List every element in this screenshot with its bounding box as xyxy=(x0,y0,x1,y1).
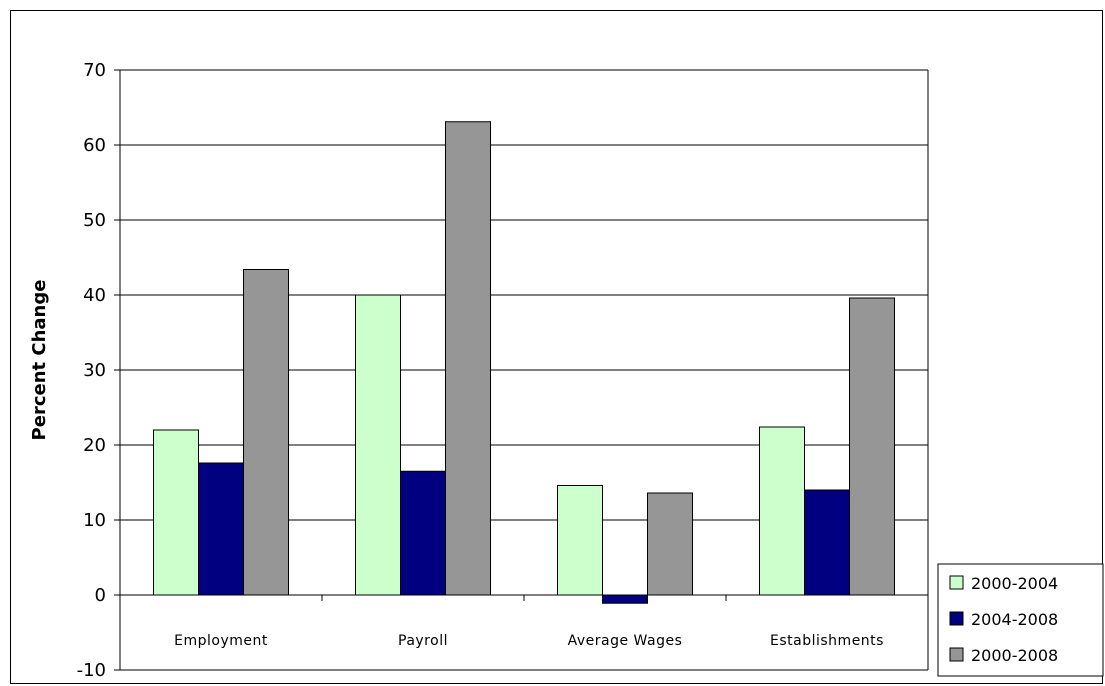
y-tick-label: 70 xyxy=(83,60,106,81)
bar-2000-2004-employment xyxy=(153,429,199,596)
y-tick-label: 50 xyxy=(83,210,106,231)
y-tick-label: -10 xyxy=(77,660,106,681)
x-category-label: Payroll xyxy=(398,633,448,649)
bar-2004-2008-average-wages xyxy=(602,594,648,604)
bar-2000-2008-employment xyxy=(243,269,289,596)
x-category-label: Establishments xyxy=(770,633,884,649)
legend-label: 2000-2004 xyxy=(971,574,1058,593)
bar-2004-2008-establishments xyxy=(804,489,850,596)
legend-box xyxy=(937,563,1104,677)
x-category-label: Employment xyxy=(174,633,268,649)
legend-swatch xyxy=(949,575,964,590)
legend-label: 2004-2008 xyxy=(971,610,1058,629)
axes xyxy=(114,69,929,671)
bar-2000-2004-payroll xyxy=(355,294,401,596)
y-tick-label: 20 xyxy=(83,435,106,456)
legend-label: 2000-2008 xyxy=(971,646,1058,665)
bar-2000-2008-establishments xyxy=(849,297,895,596)
x-category-label: Average Wages xyxy=(568,633,683,649)
y-tick-label: 30 xyxy=(83,360,106,381)
y-tick-label: 60 xyxy=(83,135,106,156)
bar-2000-2004-average-wages xyxy=(557,485,603,596)
legend-swatch xyxy=(949,647,964,662)
legend-swatch xyxy=(949,611,964,626)
bar-2000-2004-establishments xyxy=(759,426,805,596)
bar-2000-2008-payroll xyxy=(445,121,491,596)
x-category-labels: Employment Payroll Average Wages Establishm… xyxy=(174,633,884,649)
y-tick-label: 0 xyxy=(95,585,106,606)
y-tick-label: 10 xyxy=(83,510,106,531)
bar-2004-2008-payroll xyxy=(400,470,446,596)
y-tick-label: 40 xyxy=(83,285,106,306)
bars xyxy=(153,121,895,604)
y-axis-title: Percent Change xyxy=(29,280,50,441)
bar-2004-2008-employment xyxy=(198,462,244,596)
y-tick-labels: -10 0 10 20 30 40 50 60 70 xyxy=(77,60,106,681)
bar-2000-2008-average-wages xyxy=(647,492,693,596)
legend: 2000-2004 2004-2008 2000-2008 xyxy=(937,563,1104,677)
